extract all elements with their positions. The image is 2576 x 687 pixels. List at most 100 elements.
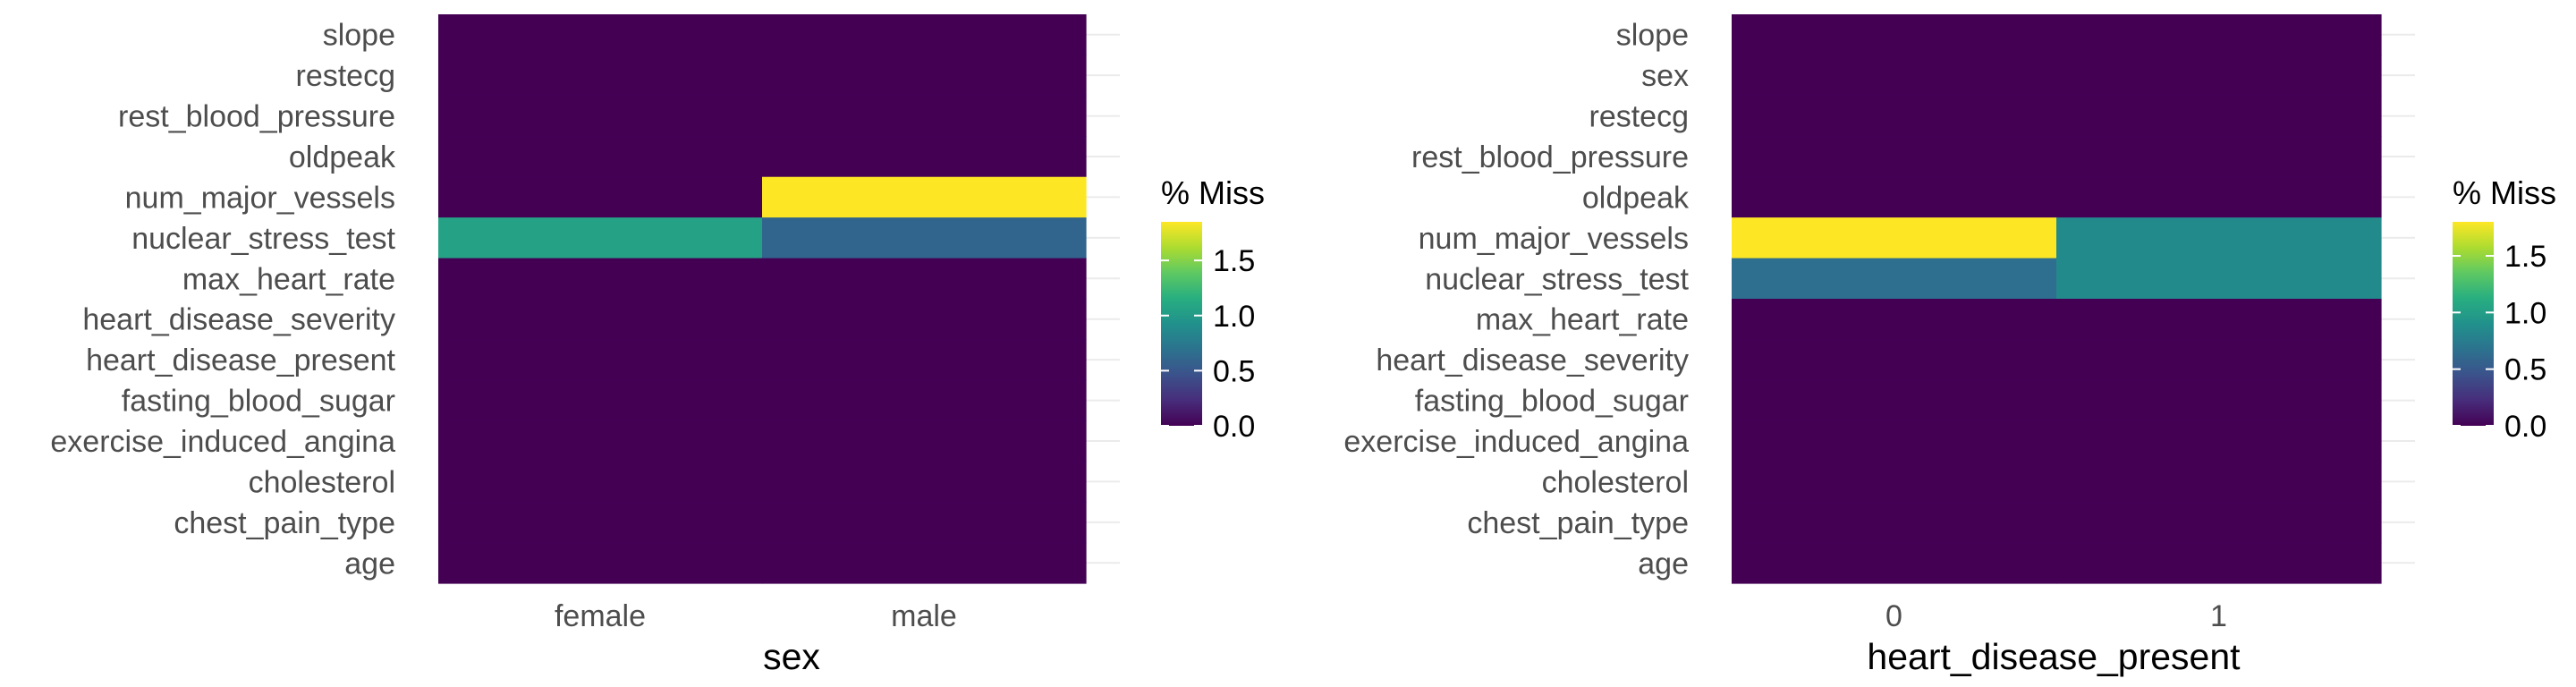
heatmap-cell-chest-pain-type-female	[438, 502, 763, 544]
y-tick-label: slope	[1616, 19, 1689, 53]
heatmap-cell-cholesterol-female	[438, 461, 763, 503]
heatmap-cell-age-female	[438, 542, 763, 584]
y-tick-label: cholesterol	[249, 465, 395, 499]
x-tick-label: female	[555, 599, 646, 633]
heatmap-cell-fasting-blood-sugar-male	[762, 379, 1087, 421]
legend-ticks: 0.0 0.5 1.0 1.5	[1161, 244, 1255, 444]
heatmap-cell-heart-disease-severity-male	[762, 299, 1087, 341]
y-tick-label: age	[344, 547, 395, 581]
y-tick-label: exercise_induced_angina	[1343, 425, 1689, 459]
heatmap-cell-slope-male	[762, 14, 1087, 56]
y-tick-label: chest_pain_type	[174, 506, 395, 540]
y-tick-label: max_heart_rate	[182, 262, 395, 296]
heatmap-cell-age-male	[762, 542, 1087, 584]
y-tick-label: nuclear_stress_test	[1425, 262, 1689, 296]
heatmap-cell-cholesterol-1	[2056, 461, 2382, 503]
legend-tick-label: 1.0	[2504, 296, 2546, 330]
y-tick-label: age	[1638, 547, 1689, 581]
heatmap-cell-oldpeak-1	[2056, 176, 2382, 218]
y-tick-label: oldpeak	[1582, 181, 1690, 215]
y-tick-label: fasting_blood_sugar	[122, 385, 395, 419]
heatmap-cell-rest-blood-pressure-1	[2056, 136, 2382, 178]
heatmap-cells	[438, 14, 1087, 584]
y-tick-label: rest_blood_pressure	[1411, 140, 1689, 174]
legend-tick-label: 0.0	[2504, 410, 2546, 444]
heatmap-cell-max-heart-rate-male	[762, 258, 1087, 300]
heatmap-cell-exercise-induced-angina-male	[762, 420, 1087, 462]
y-tick-label: heart_disease_severity	[82, 303, 395, 337]
legend-title: % Miss	[1161, 174, 1265, 211]
heatmap-cell-rest-blood-pressure-0	[1732, 136, 2057, 178]
heatmap-cell-fasting-blood-sugar-0	[1732, 379, 2057, 421]
legend-tick-label: 1.5	[1213, 244, 1255, 278]
y-tick-label: rest_blood_pressure	[118, 100, 395, 134]
y-tick-label: oldpeak	[289, 140, 396, 174]
y-tick-label: chest_pain_type	[1467, 506, 1689, 540]
x-tick-labels: female male	[555, 599, 957, 633]
heatmap-cell-heart-disease-severity-1	[2056, 339, 2382, 381]
heatmap-cell-age-0	[1732, 542, 2057, 584]
heatmap-cell-rest-blood-pressure-female	[438, 95, 763, 137]
y-tick-label: num_major_vessels	[125, 181, 395, 215]
heatmap-cell-num-major-vessels-0	[1732, 217, 2057, 259]
heatmap-cell-oldpeak-female	[438, 136, 763, 178]
heatmap-cell-oldpeak-male	[762, 136, 1087, 178]
y-tick-label: restecg	[1589, 100, 1690, 134]
x-tick-label: 0	[1885, 599, 1902, 633]
y-tick-label: num_major_vessels	[1419, 222, 1689, 256]
y-tick-label: max_heart_rate	[1476, 303, 1689, 337]
y-tick-label: sex	[1641, 59, 1689, 93]
heatmap-cell-chest-pain-type-1	[2056, 502, 2382, 544]
heatmap-cell-heart-disease-present-male	[762, 339, 1087, 381]
heatmap-cell-age-1	[2056, 542, 2382, 584]
y-tick-label: exercise_induced_angina	[50, 425, 395, 459]
heatmap-cell-nuclear-stress-test-1	[2056, 258, 2382, 300]
heatmap-cell-restecg-male	[762, 55, 1087, 97]
legend-tick-label: 1.5	[2504, 240, 2546, 274]
heatmap-cell-heart-disease-severity-0	[1732, 339, 2057, 381]
heatmap-cell-sex-1	[2056, 55, 2382, 97]
y-tick-label: cholesterol	[1542, 465, 1689, 499]
y-tick-label: fasting_blood_sugar	[1415, 385, 1689, 419]
heatmap-cell-nuclear-stress-test-0	[1732, 258, 2057, 300]
heatmap-cell-restecg-0	[1732, 95, 2057, 137]
y-tick-label: nuclear_stress_test	[131, 222, 395, 256]
y-tick-label: slope	[323, 19, 395, 53]
y-tick-label: heart_disease_severity	[1376, 344, 1689, 377]
heatmap-cell-slope-female	[438, 14, 763, 56]
heatmap-cell-exercise-induced-angina-0	[1732, 420, 2057, 462]
heatmap-cell-rest-blood-pressure-male	[762, 95, 1087, 137]
legend: % Miss 0.0 0.5 1.0 1.5	[2453, 174, 2556, 444]
heatmap-cell-num-major-vessels-female	[438, 176, 763, 218]
heatmap-cell-exercise-induced-angina-1	[2056, 420, 2382, 462]
legend-colorbar	[1161, 222, 1202, 426]
y-tick-labels: slope sex restecg rest_blood_pressureoldpea…	[1343, 19, 1690, 581]
heatmap-cell-cholesterol-male	[762, 461, 1087, 503]
heatmap-cell-heart-disease-present-female	[438, 339, 763, 381]
heatmap-cell-chest-pain-type-0	[1732, 502, 2057, 544]
heatmap-cell-max-heart-rate-0	[1732, 299, 2057, 341]
heatmap-cell-sex-0	[1732, 55, 2057, 97]
heatmap-cell-max-heart-rate-1	[2056, 299, 2382, 341]
y-tick-label: heart_disease_present	[86, 344, 395, 377]
x-tick-label: 1	[2210, 599, 2227, 633]
legend-colorbar	[2453, 222, 2494, 426]
heatmap-cell-slope-1	[2056, 14, 2382, 56]
legend-tick-label: 0.5	[2504, 353, 2546, 387]
heatmap-cell-chest-pain-type-male	[762, 502, 1087, 544]
legend-title: % Miss	[2453, 174, 2556, 211]
heatmap-cells	[1732, 14, 2382, 584]
heatmap-cell-slope-0	[1732, 14, 2057, 56]
x-axis-label: sex	[763, 636, 820, 677]
heatmap-cell-oldpeak-0	[1732, 176, 2057, 218]
legend-tick-label: 0.0	[1213, 410, 1255, 444]
legend: % Miss 0.0 0.5 1.0 1.5	[1161, 174, 1265, 444]
heatmap-cell-exercise-induced-angina-female	[438, 420, 763, 462]
x-tick-label: male	[891, 599, 957, 633]
legend-tick-label: 0.5	[1213, 354, 1255, 388]
y-tick-label: restecg	[296, 59, 396, 93]
